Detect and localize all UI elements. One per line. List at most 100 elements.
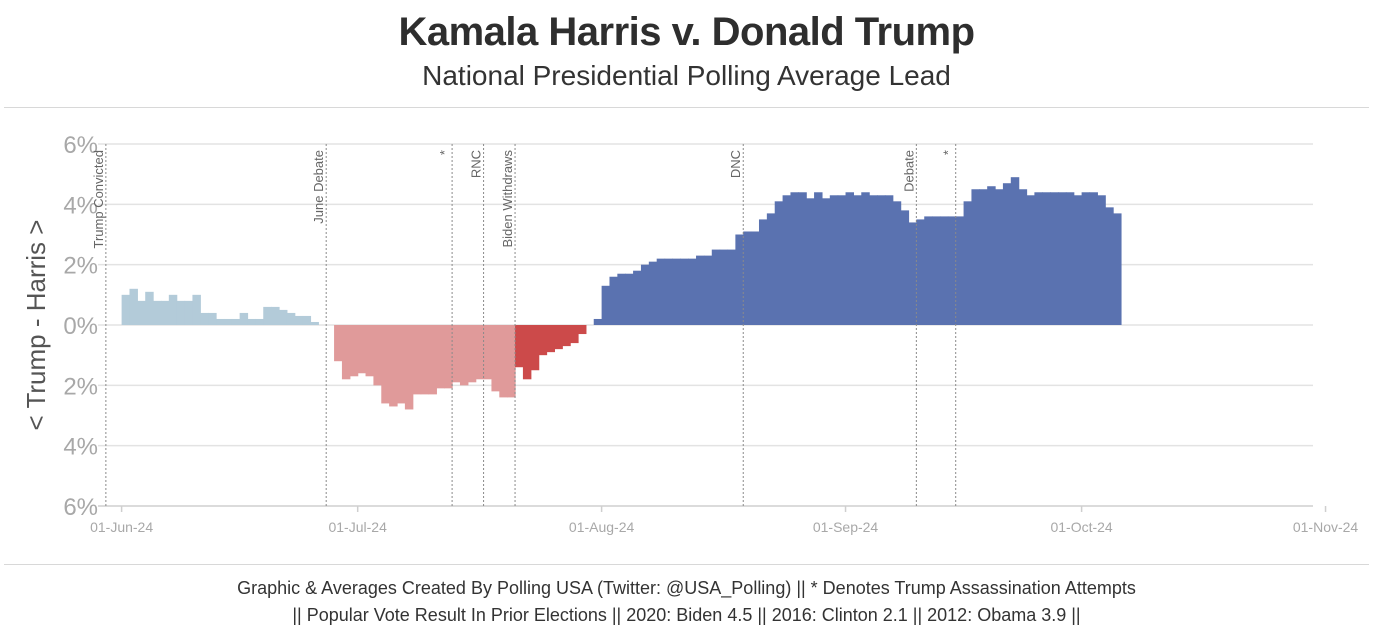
bar-trump_lead <box>420 325 430 395</box>
bar-harris_lead <box>947 216 957 325</box>
event-label: June Debate <box>311 150 326 224</box>
y-tick-label: 2% <box>63 373 98 400</box>
bar-harris_lead <box>696 255 705 325</box>
bar-harris_lead <box>1105 207 1114 325</box>
bar-harris_lead <box>625 273 634 325</box>
x-tick-label: 01-Nov-24 <box>1293 519 1359 535</box>
bar-harris_lead <box>971 189 980 325</box>
event-label: * <box>941 150 956 155</box>
bar-harris_lead <box>932 216 941 325</box>
bar-harris_lead <box>703 255 713 325</box>
bar-trump_lead <box>459 325 469 386</box>
event-label: Debate <box>901 150 916 192</box>
bar-harris_lead <box>1073 195 1083 325</box>
bar-harris_lead <box>1089 192 1098 325</box>
bar-harris_lead <box>1026 195 1035 325</box>
y-tick-label: 6% <box>63 494 98 521</box>
bar-harris_lead <box>1058 192 1067 325</box>
bar-biden_trump_lead <box>239 312 249 325</box>
bar-biden_trump_lead <box>231 318 241 325</box>
bar-harris_lead <box>955 216 965 325</box>
bar-biden_trump_lead <box>286 312 296 325</box>
event-label: Biden Withdraws <box>500 150 515 248</box>
bar-harris_lead <box>1081 192 1091 325</box>
bar-trump_lead <box>341 325 351 380</box>
bar-trump_lead_dark <box>530 325 540 371</box>
bar-biden_trump_lead <box>153 300 162 325</box>
bar-harris_lead <box>1113 213 1122 325</box>
bar-trump_lead_dark <box>546 325 555 353</box>
bar-trump_lead <box>404 325 414 410</box>
bar-harris_lead <box>751 231 760 325</box>
bar-harris_lead <box>995 189 1004 325</box>
bar-trump_lead <box>467 325 477 383</box>
bar-harris_lead <box>829 195 839 325</box>
footer-line-1: Graphic & Averages Created By Polling US… <box>237 578 1136 598</box>
bar-biden_trump_lead <box>247 318 256 325</box>
y-tick-label: 0% <box>63 313 98 340</box>
bar-biden_trump_lead <box>145 291 154 325</box>
bar-harris_lead <box>758 219 768 325</box>
bar-harris_lead <box>924 216 933 325</box>
bar-biden_trump_lead <box>121 294 131 325</box>
bar-trump_lead_dark <box>562 325 571 347</box>
bar-trump_lead <box>483 325 493 380</box>
bar-biden_trump_lead <box>168 294 178 325</box>
bar-harris_lead <box>1097 195 1106 325</box>
bar-harris_lead <box>1018 189 1028 325</box>
bar-harris_lead <box>806 198 815 325</box>
bar-harris_lead <box>735 234 744 325</box>
polling-chart: 6% 4% 2% 0% 2% 4% 6% < Trump - Harris > 01-Jun-2… <box>21 132 1359 535</box>
bar-biden_trump_lead <box>255 318 264 325</box>
bar-trump_lead_dark <box>515 325 524 368</box>
bar-trump_lead <box>365 325 375 377</box>
bar-harris_lead <box>1065 192 1075 325</box>
bar-trump_lead <box>381 325 390 404</box>
bar-trump_lead_dark <box>570 325 579 344</box>
x-tick-label: 01-Oct-24 <box>1050 519 1112 535</box>
bar-trump_lead <box>334 325 343 362</box>
bar-biden_trump_lead <box>208 312 217 325</box>
chart-subtitle: National Presidential Polling Average Le… <box>422 60 951 91</box>
bar-harris_lead <box>1042 192 1051 325</box>
bar-biden_trump_lead <box>263 306 272 325</box>
bar-harris_lead <box>979 189 988 325</box>
bar-harris_lead <box>900 210 910 325</box>
bar-harris_lead <box>845 192 855 325</box>
bar-harris_lead <box>1010 177 1020 325</box>
bar-biden_trump_lead <box>278 309 288 325</box>
bar-harris_lead <box>814 192 823 325</box>
event-label: Trump Convicted <box>91 150 106 249</box>
bar-harris_lead <box>766 213 776 325</box>
x-tick-label: 01-Sep-24 <box>813 519 879 535</box>
bar-biden_trump_lead <box>216 318 225 325</box>
y-tick-label: 4% <box>63 192 98 219</box>
event-label: * <box>437 150 452 155</box>
bar-trump_lead <box>373 325 382 386</box>
bar-harris_lead <box>688 258 697 325</box>
bar-biden_trump_lead <box>129 288 138 325</box>
bar-biden_trump_lead <box>271 306 280 325</box>
bar-harris_lead <box>1034 192 1043 325</box>
bar-harris_lead <box>782 195 792 325</box>
bar-biden_trump_lead <box>294 315 304 325</box>
bar-biden_trump_lead <box>184 300 194 325</box>
bar-trump_lead <box>452 325 461 383</box>
bar-trump_lead_dark <box>538 325 548 356</box>
bar-biden_trump_lead <box>192 294 201 325</box>
bar-harris_lead <box>939 216 949 325</box>
bar-harris_lead <box>798 192 807 325</box>
bar-harris_lead <box>774 201 784 325</box>
bar-harris_lead <box>790 192 799 325</box>
bar-harris_lead <box>593 318 603 325</box>
bar-harris_lead <box>963 201 973 325</box>
bar-biden_trump_lead <box>137 300 146 325</box>
bar-trump_lead_dark <box>578 325 587 335</box>
bar-trump_lead <box>444 325 453 389</box>
bar-harris_lead <box>892 201 902 325</box>
x-tick-label: 01-Jun-24 <box>90 519 153 535</box>
chart-title: Kamala Harris v. Donald Trump <box>398 10 975 54</box>
y-axis-title: < Trump - Harris > <box>21 220 51 431</box>
bar-harris_lead <box>633 270 642 325</box>
bar-trump_lead <box>436 325 445 389</box>
